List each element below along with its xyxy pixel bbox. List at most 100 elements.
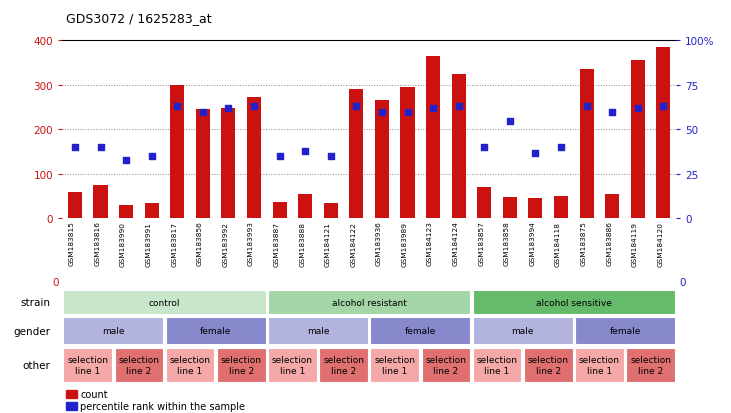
Point xyxy=(197,109,209,116)
Point xyxy=(376,109,387,116)
Point xyxy=(529,150,541,157)
FancyBboxPatch shape xyxy=(575,348,624,382)
Bar xyxy=(324,203,338,219)
Point xyxy=(95,145,107,151)
Point xyxy=(658,104,670,110)
Bar xyxy=(349,90,363,219)
Text: other: other xyxy=(23,360,50,370)
Text: GSM184121: GSM184121 xyxy=(325,221,330,266)
Text: male: male xyxy=(307,326,329,335)
Bar xyxy=(477,188,491,219)
Text: female: female xyxy=(200,326,231,335)
Point xyxy=(120,157,132,164)
Text: GSM184119: GSM184119 xyxy=(632,221,637,266)
Point xyxy=(300,148,311,155)
Text: selection
line 1: selection line 1 xyxy=(170,356,211,375)
FancyBboxPatch shape xyxy=(371,348,419,382)
Text: GSM184123: GSM184123 xyxy=(427,221,433,266)
Text: GSM184124: GSM184124 xyxy=(452,221,459,266)
Text: male: male xyxy=(512,326,534,335)
Text: strain: strain xyxy=(20,297,50,308)
Text: GSM183886: GSM183886 xyxy=(606,221,612,266)
Text: male: male xyxy=(102,326,124,335)
Bar xyxy=(273,202,287,219)
Text: GSM183991: GSM183991 xyxy=(145,221,152,266)
FancyBboxPatch shape xyxy=(268,348,317,382)
Bar xyxy=(170,85,184,219)
FancyBboxPatch shape xyxy=(319,348,368,382)
Bar xyxy=(631,61,645,219)
Text: gender: gender xyxy=(14,326,50,336)
Point xyxy=(222,105,234,112)
Point xyxy=(606,109,618,116)
FancyBboxPatch shape xyxy=(217,348,265,382)
Text: selection
line 2: selection line 2 xyxy=(630,356,671,375)
Point xyxy=(556,145,567,151)
Text: selection
line 2: selection line 2 xyxy=(323,356,364,375)
Text: GSM183994: GSM183994 xyxy=(529,221,535,266)
FancyBboxPatch shape xyxy=(166,318,265,344)
Text: GSM183816: GSM183816 xyxy=(94,221,101,266)
Text: female: female xyxy=(610,326,640,335)
Text: selection
line 1: selection line 1 xyxy=(579,356,620,375)
Point xyxy=(69,145,81,151)
FancyBboxPatch shape xyxy=(473,318,572,344)
Text: control: control xyxy=(148,298,181,307)
Point xyxy=(249,104,260,110)
Point xyxy=(427,105,439,112)
Bar xyxy=(452,75,466,219)
Bar xyxy=(554,197,568,219)
Text: GSM184118: GSM184118 xyxy=(555,221,561,266)
Point xyxy=(478,145,490,151)
Bar xyxy=(119,206,133,219)
Bar xyxy=(529,199,542,219)
Point xyxy=(581,104,593,110)
FancyBboxPatch shape xyxy=(575,318,675,344)
Text: female: female xyxy=(405,326,436,335)
Bar xyxy=(221,109,235,219)
FancyBboxPatch shape xyxy=(422,348,470,382)
Point xyxy=(632,105,644,112)
Text: GSM183936: GSM183936 xyxy=(376,221,382,266)
Text: selection
line 2: selection line 2 xyxy=(118,356,159,375)
Text: GDS3072 / 1625283_at: GDS3072 / 1625283_at xyxy=(66,12,211,25)
Text: GSM183990: GSM183990 xyxy=(120,221,126,266)
Bar xyxy=(580,70,594,219)
Text: GSM184120: GSM184120 xyxy=(657,221,664,266)
FancyBboxPatch shape xyxy=(268,291,470,314)
FancyBboxPatch shape xyxy=(626,348,675,382)
Text: GSM184122: GSM184122 xyxy=(350,221,357,266)
Bar xyxy=(247,98,261,219)
Text: GSM183993: GSM183993 xyxy=(248,221,254,266)
Text: GSM183989: GSM183989 xyxy=(401,221,408,266)
Text: GSM183817: GSM183817 xyxy=(171,221,178,266)
FancyBboxPatch shape xyxy=(371,318,470,344)
Text: 0: 0 xyxy=(52,278,58,288)
Bar xyxy=(196,110,210,219)
Text: GSM183888: GSM183888 xyxy=(299,221,306,266)
Point xyxy=(453,104,465,110)
Point xyxy=(273,153,285,160)
Bar xyxy=(503,197,517,219)
Bar xyxy=(94,185,107,219)
Text: selection
line 1: selection line 1 xyxy=(67,356,108,375)
Text: GSM183992: GSM183992 xyxy=(222,221,228,266)
Bar xyxy=(145,203,159,219)
Point xyxy=(145,153,158,160)
Text: alcohol resistant: alcohol resistant xyxy=(332,298,406,307)
Text: GSM183858: GSM183858 xyxy=(504,221,510,266)
Point xyxy=(504,118,516,125)
Text: percentile rank within the sample: percentile rank within the sample xyxy=(80,401,245,411)
FancyBboxPatch shape xyxy=(64,348,112,382)
FancyBboxPatch shape xyxy=(268,318,368,344)
Text: selection
line 2: selection line 2 xyxy=(425,356,466,375)
Text: GSM183856: GSM183856 xyxy=(197,221,203,266)
Text: alcohol sensitive: alcohol sensitive xyxy=(536,298,612,307)
Text: count: count xyxy=(80,389,107,399)
Bar xyxy=(401,88,414,219)
Bar xyxy=(375,101,389,219)
Text: selection
line 1: selection line 1 xyxy=(374,356,415,375)
FancyBboxPatch shape xyxy=(64,318,163,344)
Bar xyxy=(426,57,440,219)
Point xyxy=(402,109,414,116)
